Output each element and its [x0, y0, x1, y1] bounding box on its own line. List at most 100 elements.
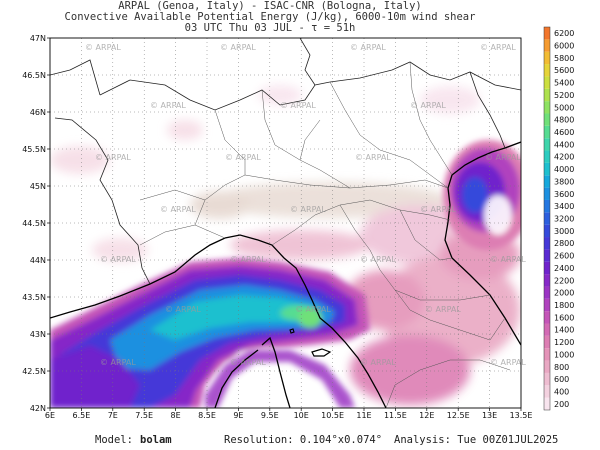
colorbar-swatch: [544, 101, 550, 114]
colorbar-label: 1800: [554, 301, 574, 310]
colorbar-swatch: [544, 64, 550, 77]
border-frame-west: [50, 59, 101, 96]
lat-tick-label: 42.5N: [22, 367, 46, 376]
lon-tick-label: 10.5E: [321, 411, 344, 420]
watermark-text: © ARPAL: [165, 305, 201, 314]
border-austria: [299, 38, 316, 86]
colorbar-swatch: [544, 39, 550, 52]
watermark-text: © ARPAL: [410, 101, 446, 110]
colorbar-label: 3400: [554, 202, 574, 211]
colorbar-swatch: [544, 162, 550, 176]
cape-colorbar: 200 400 600 800 1000 1200 1400 1600 1800 2000 2200…: [543, 26, 574, 411]
border-switzerland: [99, 79, 331, 111]
lat-tick-label: 47N: [30, 34, 46, 43]
watermark-text: © ARPAL: [485, 153, 521, 162]
watermark-text: © ARPAL: [85, 43, 121, 52]
colorbar-swatch: [544, 274, 550, 287]
colorbar-label: 400: [554, 387, 569, 396]
colorbar-swatch: [544, 125, 550, 139]
colorbar-label: 5400: [554, 79, 574, 88]
colorbar-swatch: [544, 261, 550, 275]
colorbar-label: 1200: [554, 338, 574, 347]
watermark-text: © ARPAL: [355, 153, 391, 162]
lat-tick-label: 43N: [30, 330, 46, 339]
arpal-watermarks: © ARPAL © ARPAL © ARPAL © ARPAL © ARPAL © ARP…: [85, 43, 526, 367]
lon-tick-label: 11.5E: [384, 411, 407, 420]
colorbar-label: 1000: [554, 350, 574, 359]
analysis-text: Analysis: Tue 00Z01JUL2025: [394, 434, 559, 446]
coastline-corsica: [214, 336, 291, 408]
watermark-text: © ARPAL: [230, 255, 266, 264]
colorbar-frame: [543, 26, 551, 411]
coastline-adriatic: [444, 141, 521, 346]
colorbar-swatch: [544, 212, 550, 225]
lon-tick-label: 6.5E: [73, 411, 91, 420]
colorbar-swatch: [544, 348, 550, 361]
colorbar-label: 3000: [554, 227, 574, 236]
colorbar-swatch: [544, 311, 550, 324]
watermark-text: © ARPAL: [160, 205, 196, 214]
lon-tick-label: 13E: [482, 411, 497, 420]
watermark-text: © ARPAL: [360, 358, 396, 367]
title-line-1: ARPAL (Genoa, Italy) - ISAC-CNR (Bologna…: [118, 0, 422, 12]
colorbar-swatch: [544, 249, 550, 262]
watermark-text: © ARPAL: [425, 305, 461, 314]
lon-tick-label: 8E: [171, 411, 181, 420]
colorbar-swatch: [544, 150, 550, 163]
lat-tick-label: 46N: [30, 108, 46, 117]
colorbar-swatch: [544, 27, 550, 40]
colorbar-label: 2200: [554, 276, 574, 285]
model-value: bolam: [140, 434, 172, 446]
border-italy-north: [329, 61, 521, 91]
colorbar-label: 3200: [554, 215, 574, 224]
colorbar-label: 2600: [554, 252, 574, 261]
model-label: Model:: [95, 434, 133, 446]
watermark-text: © ARPAL: [490, 358, 526, 367]
watermark-text: © ARPAL: [100, 255, 136, 264]
watermark-text: © ARPAL: [420, 205, 456, 214]
colorbar-swatch: [544, 237, 550, 250]
colorbar-swatch: [544, 360, 550, 373]
colorbar-swatch: [544, 76, 550, 89]
lon-tick-label: 9E: [233, 411, 243, 420]
geography-lines: [50, 38, 521, 408]
colorbar-label: 3800: [554, 177, 574, 186]
border-slovenia: [469, 71, 506, 149]
title-line-3: 03 UTC Thu 03 JUL - τ = 51h: [184, 22, 356, 34]
lat-tick-label: 44.5N: [22, 219, 46, 228]
colorbar-label: 600: [554, 375, 569, 384]
watermark-text: © ARPAL: [350, 43, 386, 52]
lon-tick-label: 7.5E: [135, 411, 153, 420]
coastline-elba: [311, 348, 332, 357]
colorbar-label: 1600: [554, 313, 574, 322]
colorbar-label: 6200: [554, 29, 574, 38]
colorbar-swatch: [544, 335, 550, 349]
colorbar-label: 4400: [554, 140, 574, 149]
colorbar-swatch: [544, 51, 550, 65]
cape-field: [50, 85, 521, 408]
lat-tick-label: 43.5N: [22, 293, 46, 302]
watermark-text: © ARPAL: [290, 205, 326, 214]
watermark-text: © ARPAL: [220, 43, 256, 52]
colorbar-swatch: [544, 88, 550, 102]
colorbar-label: 200: [554, 400, 569, 409]
lat-tick-label: 46.5N: [22, 71, 46, 80]
lon-tick-label: 12E: [419, 411, 434, 420]
colorbar-label: 2000: [554, 289, 574, 298]
latitude-axis: 42N 42.5N 43N 43.5N 44N 44.5N 45N 45.5N 46N 46.5N…: [22, 34, 50, 413]
colorbar-swatch: [544, 187, 550, 200]
colorbar-swatch: [544, 298, 550, 312]
colorbar-swatch: [544, 372, 550, 386]
colorbar-label: 3600: [554, 190, 574, 199]
colorbar-label: 2400: [554, 264, 574, 273]
lon-tick-label: 8.5E: [198, 411, 216, 420]
border-france-italy: [54, 117, 151, 285]
colorbar-swatch: [544, 385, 550, 398]
lon-tick-label: 12.5E: [447, 411, 470, 420]
watermark-text: © ARPAL: [100, 358, 136, 367]
lat-tick-label: 45N: [30, 182, 46, 191]
lon-tick-label: 6E: [45, 411, 55, 420]
colorbar-label: 5600: [554, 66, 574, 75]
colorbar-label: 5800: [554, 54, 574, 63]
